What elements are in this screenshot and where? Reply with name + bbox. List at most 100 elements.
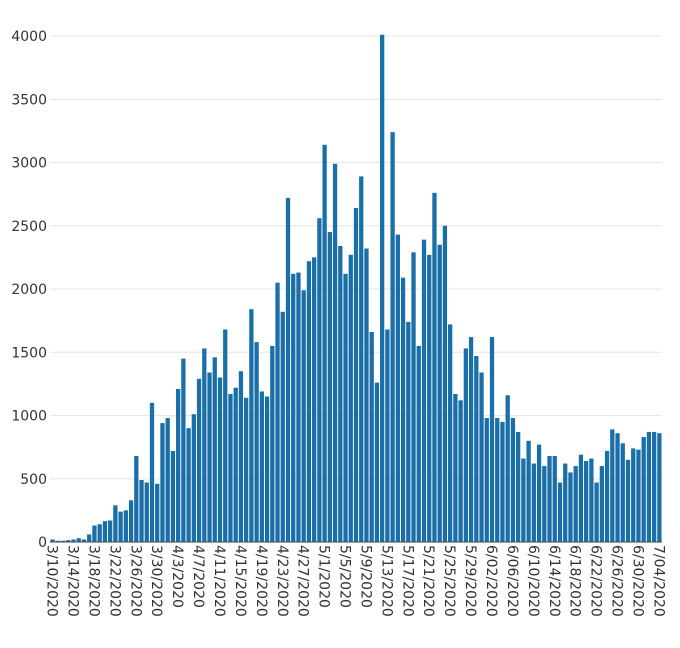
bar [369,332,374,542]
bar [50,539,55,542]
bar [374,382,380,542]
x-tick-label: 4/27/2020 [295,545,311,617]
bar [563,463,568,542]
bar [296,272,301,542]
bar [353,208,359,543]
bar [437,244,442,542]
bar [521,458,526,542]
bar [202,348,207,542]
bar [97,524,102,542]
bar [604,450,610,542]
bar [380,34,385,543]
y-tick-label: 2500 [11,219,47,235]
x-tick-label: 4/19/2020 [253,545,269,617]
x-tick-label: 4/7/2020 [190,545,206,608]
x-tick-label: 4/11/2020 [211,545,227,617]
x-tick-label: 6/18/2020 [567,545,583,617]
bar [118,511,123,542]
x-tick-label: 6/30/2020 [629,545,645,617]
bar [359,176,364,542]
bar [332,163,338,542]
bar [620,443,625,542]
x-tick-label: 3/30/2020 [148,545,164,617]
bar [102,521,108,542]
bar [390,132,395,542]
x-tick-label: 3/18/2020 [85,545,101,617]
y-tick-label: 0 [38,535,47,551]
bar [113,505,118,542]
x-tick-label: 3/26/2020 [127,545,143,617]
y-tick-label: 2000 [11,282,47,298]
bar [448,324,453,542]
bar [547,455,552,542]
bar [584,461,589,542]
bar [599,466,604,542]
bar [589,458,594,542]
bar [421,239,427,542]
bar [474,356,479,542]
bar [207,372,212,542]
bar [238,371,244,542]
bar [317,218,322,542]
bar [631,448,636,542]
bar [652,431,657,542]
bar [385,329,390,542]
bar [291,273,296,542]
bar [149,402,155,542]
bar [285,197,291,543]
bar [636,449,641,542]
bar [76,538,81,542]
bar [144,482,149,542]
bar [66,540,71,542]
bar [254,342,259,542]
bar [217,377,223,542]
bar [542,466,547,542]
x-tick-label: 5/21/2020 [420,545,436,617]
bar [526,440,531,542]
bar [573,466,578,542]
x-tick-label: 5/9/2020 [357,545,373,608]
bar [510,418,516,542]
bar [170,450,176,542]
bar [176,388,181,542]
bar [505,395,510,542]
x-tick-label: 5/13/2020 [378,545,394,617]
bar [196,378,202,542]
bar [406,321,411,542]
bar [552,455,557,542]
bar [489,337,495,542]
y-tick-label: 3500 [11,92,47,108]
bar [625,459,631,542]
bar [343,273,348,542]
bar [306,261,312,542]
bar [322,144,327,543]
bar [495,418,500,542]
bar [442,225,448,542]
bar [432,192,437,543]
bar [275,282,280,542]
x-tick-label: 7/04/2020 [650,545,666,617]
x-tick-label: 6/06/2020 [504,545,520,617]
x-tick-label: 6/22/2020 [588,545,604,617]
x-tick-label: 6/02/2020 [483,545,499,617]
bar [594,482,599,542]
bar [249,309,254,542]
bar [244,397,249,542]
x-tick-label: 4/3/2020 [169,545,185,608]
bar [468,337,474,542]
x-tick-label: 3/10/2020 [44,545,60,617]
x-tick-label: 3/14/2020 [65,545,81,617]
bar [191,414,196,542]
bar [181,358,186,542]
bar [134,455,139,542]
bar [155,483,160,542]
bar [531,463,536,542]
bar [259,391,264,542]
bar [338,245,343,543]
bar [228,394,233,542]
x-axis: 3/10/2020 3/14/2020 3/18/2020 3/22/2020 3/26… [44,541,666,617]
bar [427,254,432,542]
bar [646,431,652,542]
bar [92,525,97,542]
